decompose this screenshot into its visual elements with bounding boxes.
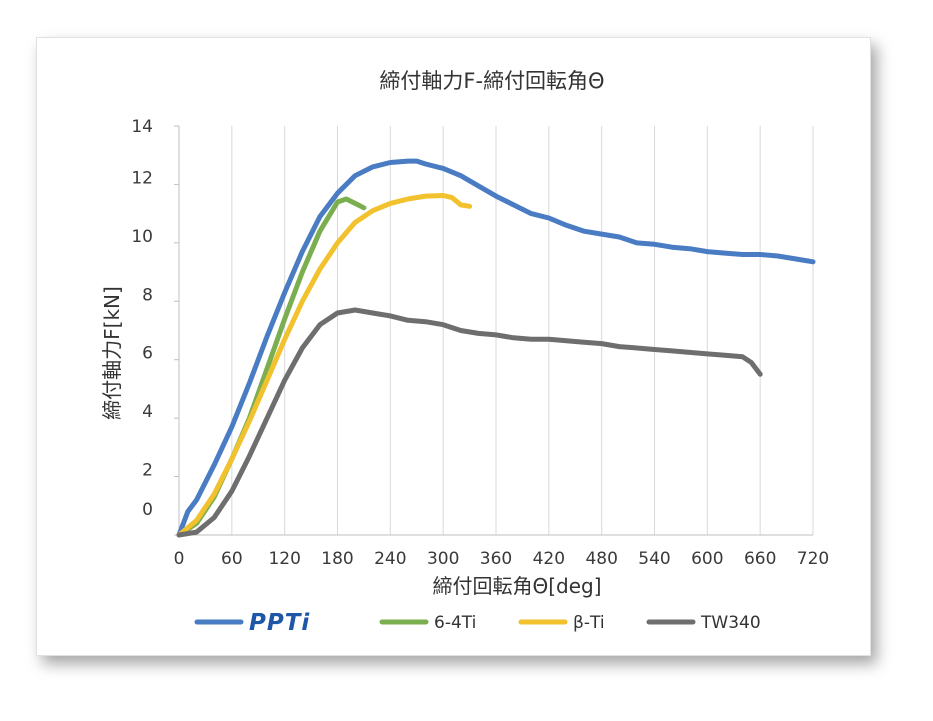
chart: 締付軸力F-締付回転角Θ 0 60 120 180 240 300 360 420 480 540…: [100, 69, 830, 636]
chart-title: 締付軸力F-締付回転角Θ: [379, 69, 604, 93]
series-line: [176, 158, 816, 538]
x-tick-label: 420: [533, 549, 565, 569]
y-tick-label: 0: [142, 500, 153, 520]
legend-label: 6-4Ti: [434, 613, 476, 633]
legend-label: β-Ti: [573, 613, 605, 633]
x-tick-label: 540: [638, 549, 670, 569]
series-line: [176, 193, 473, 538]
x-tick-label: 600: [691, 549, 723, 569]
series-line: [176, 307, 763, 538]
y-tick-label: 8: [142, 285, 153, 305]
legend-label: TW340: [700, 613, 761, 633]
series-lines: [176, 158, 816, 538]
x-tick-label: 660: [744, 549, 776, 569]
x-axis-label: 締付回転角Θ[deg]: [432, 574, 601, 598]
x-tick-label: 60: [221, 549, 243, 569]
chart-card: 締付軸力F-締付回転角Θ 0 60 120 180 240 300 360 420 480 540…: [36, 37, 871, 656]
y-tick-labels: 0 2 4 6 8 10 12 14: [131, 117, 153, 520]
y-tick-label: 12: [131, 168, 153, 188]
x-tick-label: 360: [480, 549, 512, 569]
y-tick-label: 4: [142, 402, 153, 422]
y-tick-label: 2: [142, 461, 153, 481]
x-tick-label: 180: [321, 549, 353, 569]
x-tick-label: 0: [174, 549, 185, 569]
y-tick-label: 14: [131, 117, 153, 137]
legend: PPTi 6-4Ti β-Ti TW340: [194, 610, 761, 636]
grid: [231, 126, 814, 535]
x-tick-label: 300: [427, 549, 459, 569]
y-axis-label: 締付軸力F[kN]: [100, 286, 124, 420]
y-tick-label: 6: [142, 344, 153, 364]
axes: [174, 125, 813, 536]
x-tick-labels: 0 60 120 180 240 300 360 420 480 540 600 660 720: [174, 549, 830, 569]
x-tick-label: 480: [585, 549, 617, 569]
x-tick-label: 720: [797, 549, 829, 569]
legend-label: PPTi: [249, 610, 310, 636]
x-tick-label: 120: [268, 549, 300, 569]
y-tick-label: 10: [131, 227, 153, 247]
x-tick-label: 240: [374, 549, 406, 569]
